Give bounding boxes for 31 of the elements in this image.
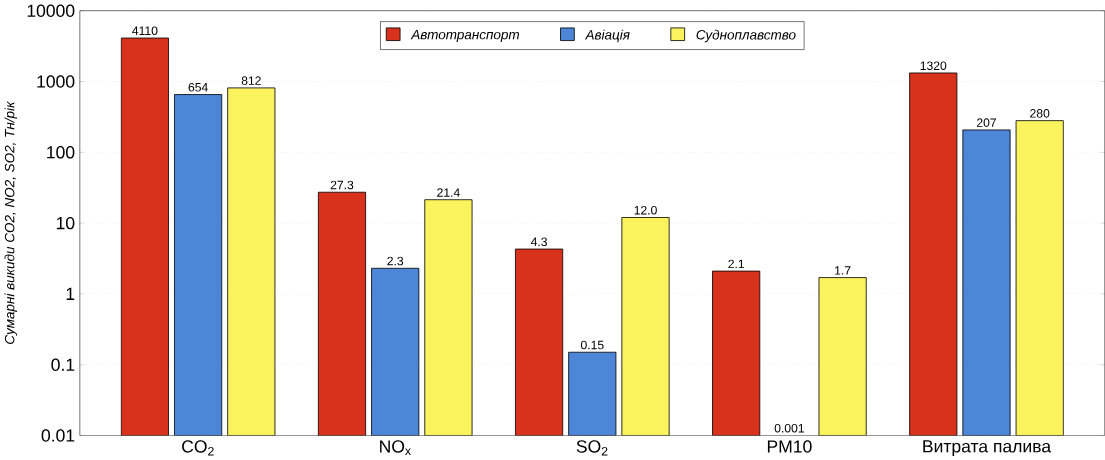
x-tick-label: CO$_{2}$ <box>182 440 214 456</box>
x-tick-label: SO$_{2}$ <box>576 440 608 456</box>
data-label: 4110 <box>132 26 158 35</box>
y-tick-label: 1 <box>66 287 75 300</box>
data-label: 21.4 <box>437 188 460 197</box>
data-label: 812 <box>241 76 261 85</box>
text: 0.001 <box>774 423 804 433</box>
x-tick-label: PM10 <box>767 440 812 453</box>
y-tick-label: 0.1 <box>51 358 75 371</box>
legend-label: Судноплавство <box>696 29 796 43</box>
data-label: 1.7 <box>835 266 851 275</box>
y-tick-label: 10000 <box>27 4 75 17</box>
y-tick-label: 100 <box>47 145 75 159</box>
data-label: 2.1 <box>728 259 745 268</box>
data-label: 207 <box>976 118 996 127</box>
data-label: 27.3 <box>330 180 354 190</box>
data-label: 654 <box>188 82 208 92</box>
y-tick-label: 10 <box>56 216 75 230</box>
data-label: 280 <box>1030 108 1050 118</box>
x-tick-label: NO$_{x}$ <box>380 440 411 455</box>
data-label: 1320 <box>920 61 947 70</box>
legend-label: Авіація <box>584 29 630 42</box>
data-label: 12.0 <box>634 205 657 215</box>
legend-label: Автотранспорт <box>410 29 520 42</box>
data-label: 2.3 <box>387 256 404 266</box>
x-tick-label: Витрата палива <box>923 440 1052 456</box>
data-label: 4.3 <box>530 237 547 246</box>
data-label: 0.15 <box>580 340 604 350</box>
y-tick-label: 1000 <box>37 75 75 88</box>
y-axis-title: Сумарні викиди CO2, NO2, SO2, Тн/рік <box>4 100 18 344</box>
y-tick-label: 0.01 <box>41 429 75 442</box>
